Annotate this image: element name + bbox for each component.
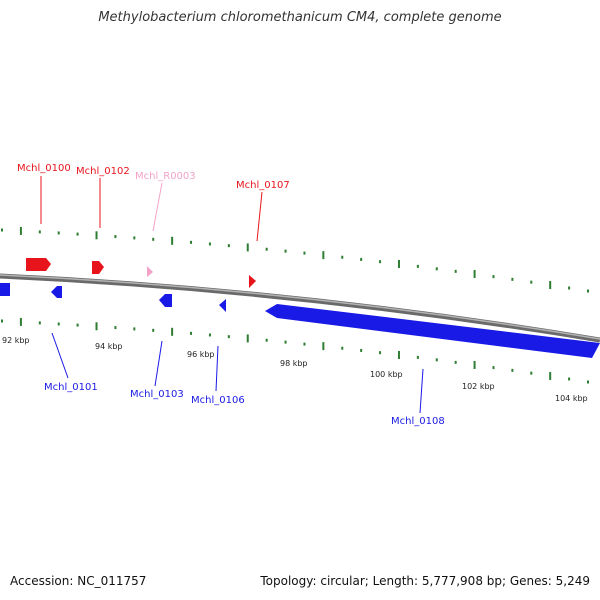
gene-arrow-mchl-r0003[interactable]	[147, 266, 153, 277]
leader-mchl-0101	[51, 332, 69, 379]
leader-mchl-0106	[215, 345, 219, 392]
gene-arrow-mchl-0108[interactable]	[265, 304, 600, 358]
gene-label-mchl-0100[interactable]: Mchl_0100	[17, 163, 71, 174]
gene-arrow-mchl-0106[interactable]	[219, 299, 226, 312]
forward-genes	[26, 258, 256, 288]
reverse-genes	[0, 283, 600, 358]
gene-arrow-mchl-0107[interactable]	[249, 275, 256, 288]
scale-label-104kbp: 104 kbp	[555, 394, 588, 403]
gene-label-mchl-0101[interactable]: Mchl_0101	[44, 382, 98, 393]
scale-label-98kbp: 98 kbp	[280, 359, 308, 368]
scale-label-94kbp: 94 kbp	[95, 342, 123, 351]
scale-label-100kbp: 100 kbp	[370, 370, 403, 379]
gene-arrow-mchl-0102[interactable]	[92, 261, 104, 274]
accession-text: Accession: NC_011757	[10, 574, 147, 588]
gene-label-mchl-0103[interactable]: Mchl_0103	[130, 389, 184, 400]
leader-mchl-r0003	[152, 182, 163, 232]
gene-arrow-mchl-0101-a[interactable]	[0, 283, 10, 296]
genome-summary-text: Topology: circular; Length: 5,777,908 bp…	[260, 574, 590, 588]
leader-mchl-0107	[256, 191, 263, 242]
scale-label-102kbp: 102 kbp	[462, 382, 495, 391]
genome-title: Methylobacterium chloromethanicum CM4, c…	[98, 10, 502, 25]
scale-label-92kbp: 92 kbp	[2, 336, 30, 345]
gene-label-mchl-0106[interactable]: Mchl_0106	[191, 395, 245, 406]
gene-label-mchl-0108[interactable]: Mchl_0108	[391, 416, 445, 427]
leader-mchl-0103	[154, 340, 163, 387]
forward-label-leaders	[40, 176, 263, 242]
gene-arrow-mchl-0100[interactable]	[26, 258, 51, 271]
genome-backbone	[0, 273, 600, 343]
gene-arrow-mchl-0101[interactable]	[51, 286, 62, 298]
upper-tick-row	[1, 226, 589, 293]
gene-arrow-mchl-0103[interactable]	[159, 294, 172, 307]
lower-tick-row	[1, 317, 589, 384]
genome-backbone-highlight	[0, 274, 600, 340]
gene-label-mchl-0107[interactable]: Mchl_0107	[236, 180, 290, 191]
scale-label-96kbp: 96 kbp	[187, 350, 215, 359]
gene-label-mchl-r0003[interactable]: Mchl_R0003	[135, 171, 196, 182]
leader-mchl-0108	[419, 368, 424, 414]
gene-label-mchl-0102[interactable]: Mchl_0102	[76, 166, 130, 177]
reverse-label-leaders	[51, 332, 424, 414]
